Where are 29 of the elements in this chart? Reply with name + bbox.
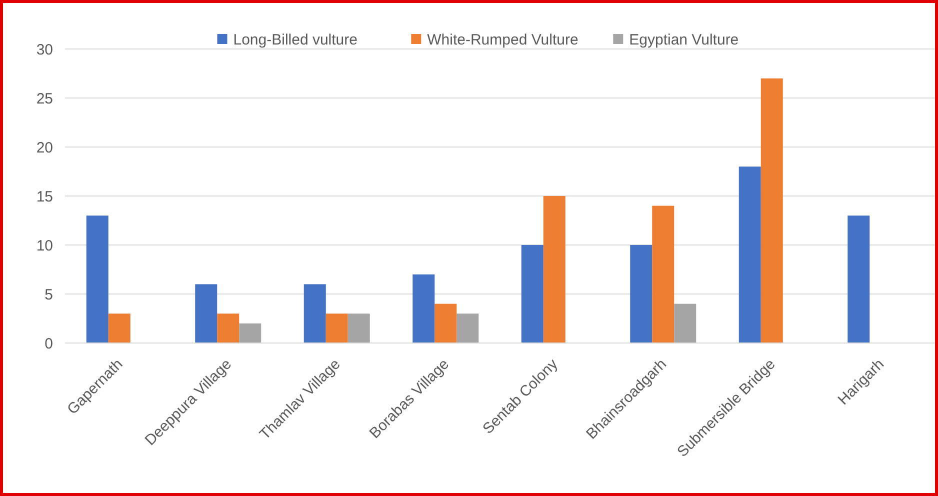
bar [239,323,262,343]
bar [86,216,108,343]
bar [348,314,370,343]
y-tick-label: 15 [36,188,53,206]
bar [738,166,761,343]
legend-label: Long-Billed vulture [233,31,358,48]
bar [195,284,218,343]
y-tick-label: 5 [44,286,53,304]
y-tick-label: 30 [36,41,53,58]
bar [108,314,130,343]
bar [848,216,870,343]
bar [456,314,479,343]
y-tick-label: 25 [36,90,53,108]
bar [521,245,544,343]
bar [760,78,783,343]
bar [652,206,674,343]
bar [630,245,652,343]
bar [217,314,240,343]
bar [304,284,326,343]
bar [434,304,457,343]
y-tick-label: 20 [36,139,53,156]
bar [543,196,566,343]
legend-label: Egyptian Vulture [629,31,739,48]
bar [674,304,696,343]
y-tick-label: 0 [44,335,53,352]
legend-label: White-Rumped Vulture [427,31,578,48]
y-tick-label: 10 [36,237,53,254]
bar [412,274,435,343]
bar [326,314,348,343]
